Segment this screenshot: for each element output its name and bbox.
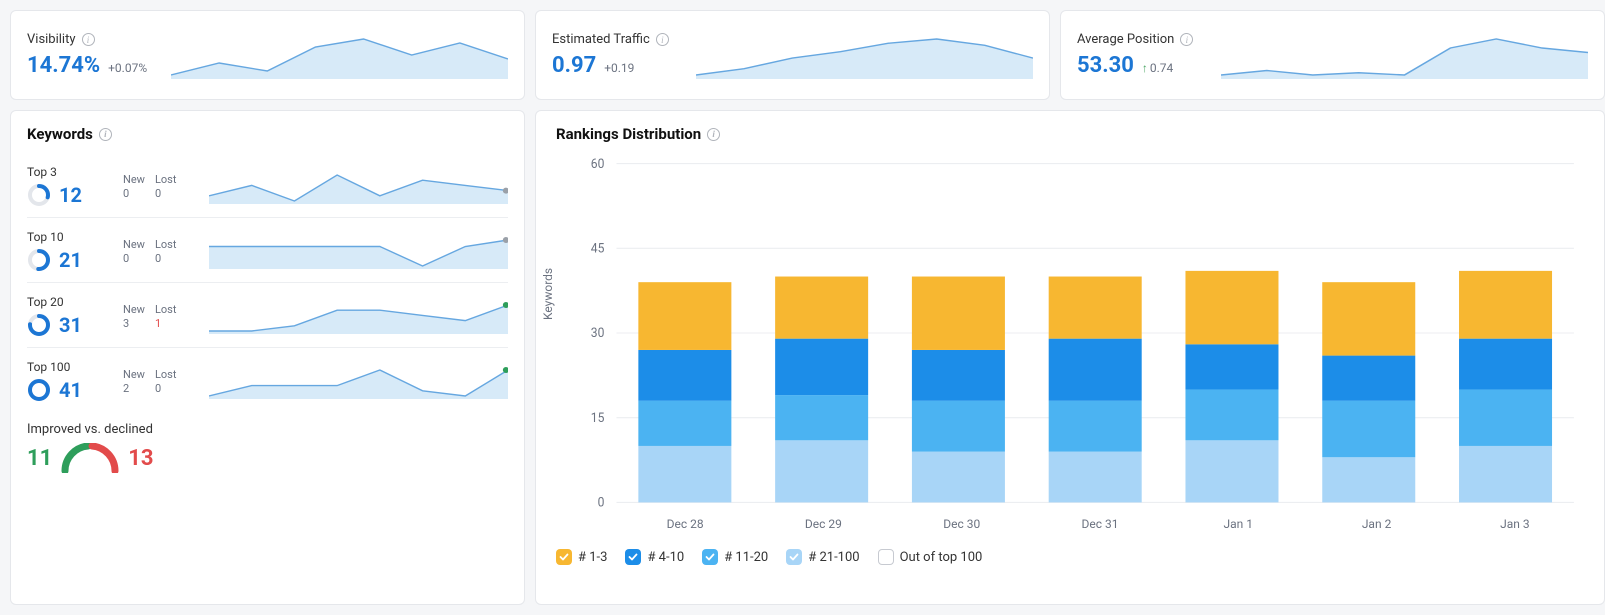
x-tick-label: Jan 3 (1446, 517, 1584, 531)
keywords-card: Keywords i Top 3 12 New0 Lost0 Top 10 (10, 110, 525, 605)
legend-checkbox-icon[interactable] (702, 549, 718, 565)
donut-icon (27, 183, 51, 207)
visibility-title: Visibility i (27, 32, 157, 47)
info-icon[interactable]: i (82, 33, 95, 46)
visibility-spark (171, 31, 508, 79)
keyword-row-label: Top 3 (27, 165, 117, 179)
x-tick-label: Dec 28 (616, 517, 754, 531)
position-card[interactable]: Average Position i 53.30 ↑0.74 (1060, 10, 1605, 100)
visibility-title-text: Visibility (27, 32, 76, 47)
x-tick-label: Jan 2 (1307, 517, 1445, 531)
keyword-row-newlost: New0 Lost0 (123, 173, 203, 200)
keyword-row-spark (209, 233, 508, 269)
donut-icon (27, 313, 51, 337)
rankings-legend: # 1-3 # 4-10 # 11-20 # 21-100 Out of top 100 (556, 549, 1584, 565)
visibility-delta: +0.07% (108, 61, 147, 75)
donut-icon (27, 248, 51, 272)
keyword-row-newlost: New0 Lost0 (123, 238, 203, 265)
traffic-card[interactable]: Estimated Traffic i 0.97 +0.19 (535, 10, 1050, 100)
dashboard: Visibility i 14.74% +0.07% Estimated Tra… (10, 10, 1595, 605)
keyword-row-label: Top 20 (27, 295, 117, 309)
rankings-chart: Keywords 015304560 (556, 153, 1584, 513)
visibility-value: 14.74% (27, 53, 100, 78)
keyword-row-newlost: New2 Lost0 (123, 368, 203, 395)
keyword-row-newlost: New3 Lost1 (123, 303, 203, 330)
position-spark (1221, 31, 1588, 79)
x-tick-label: Jan 1 (1169, 517, 1307, 531)
legend-item[interactable]: Out of top 100 (878, 549, 983, 565)
legend-label: # 1-3 (578, 550, 607, 565)
keyword-row-spark (209, 363, 508, 399)
traffic-delta: +0.19 (604, 61, 634, 75)
keyword-row-spark (209, 168, 508, 204)
keywords-title: Keywords i (27, 125, 508, 143)
keyword-row-value: 12 (59, 183, 82, 207)
legend-label: Out of top 100 (900, 550, 983, 565)
info-icon[interactable]: i (1180, 33, 1193, 46)
improved-arc (60, 443, 120, 473)
position-delta: ↑0.74 (1142, 61, 1173, 75)
svg-text:15: 15 (591, 411, 605, 426)
improved-down: 13 (128, 446, 153, 471)
traffic-title: Estimated Traffic i (552, 32, 682, 47)
svg-text:30: 30 (591, 326, 605, 341)
keyword-row[interactable]: Top 100 41 New2 Lost0 (27, 348, 508, 412)
improved-block: Improved vs. declined 11 13 (27, 412, 508, 473)
info-icon[interactable]: i (707, 128, 720, 141)
legend-item[interactable]: # 1-3 (556, 549, 607, 565)
x-tick-label: Dec 29 (754, 517, 892, 531)
position-title-text: Average Position (1077, 32, 1174, 47)
keyword-row-value: 41 (59, 378, 82, 402)
traffic-spark (696, 31, 1033, 79)
legend-checkbox-icon[interactable] (878, 549, 894, 565)
legend-item[interactable]: # 11-20 (702, 549, 768, 565)
legend-label: # 4-10 (647, 550, 684, 565)
visibility-card[interactable]: Visibility i 14.74% +0.07% (10, 10, 525, 100)
legend-checkbox-icon[interactable] (556, 549, 572, 565)
donut-icon (27, 378, 51, 402)
top-row: Visibility i 14.74% +0.07% Estimated Tra… (10, 10, 1605, 100)
x-tick-label: Dec 30 (893, 517, 1031, 531)
traffic-title-text: Estimated Traffic (552, 32, 650, 47)
x-axis-labels: Dec 28Dec 29Dec 30Dec 31Jan 1Jan 2Jan 3 (556, 517, 1584, 531)
legend-checkbox-icon[interactable] (625, 549, 641, 565)
keyword-row-label: Top 100 (27, 360, 117, 374)
legend-label: # 11-20 (724, 550, 768, 565)
legend-label: # 21-100 (808, 550, 859, 565)
svg-text:45: 45 (591, 241, 605, 256)
info-icon[interactable]: i (99, 128, 112, 141)
improved-label: Improved vs. declined (27, 422, 508, 437)
improved-up: 11 (27, 446, 52, 471)
keyword-row[interactable]: Top 10 21 New0 Lost0 (27, 218, 508, 283)
arrow-up-icon: ↑ (1142, 61, 1148, 75)
legend-item[interactable]: # 21-100 (786, 549, 859, 565)
keyword-row-value: 31 (59, 313, 82, 337)
rankings-title: Rankings Distribution i (556, 125, 1584, 143)
keyword-row[interactable]: Top 3 12 New0 Lost0 (27, 153, 508, 218)
keyword-row[interactable]: Top 20 31 New3 Lost1 (27, 283, 508, 348)
keyword-row-label: Top 10 (27, 230, 117, 244)
position-value: 53.30 (1077, 53, 1134, 78)
keyword-row-spark (209, 298, 508, 334)
rankings-card: Rankings Distribution i Keywords 0 15 30 45… (535, 110, 1605, 605)
position-title: Average Position i (1077, 32, 1207, 47)
legend-item[interactable]: # 4-10 (625, 549, 684, 565)
svg-text:0: 0 (598, 495, 605, 510)
svg-text:60: 60 (591, 157, 605, 172)
x-tick-label: Dec 31 (1031, 517, 1169, 531)
traffic-value: 0.97 (552, 53, 596, 78)
keyword-row-value: 21 (59, 248, 82, 272)
y-axis-label: Keywords (541, 268, 555, 320)
info-icon[interactable]: i (656, 33, 669, 46)
legend-checkbox-icon[interactable] (786, 549, 802, 565)
